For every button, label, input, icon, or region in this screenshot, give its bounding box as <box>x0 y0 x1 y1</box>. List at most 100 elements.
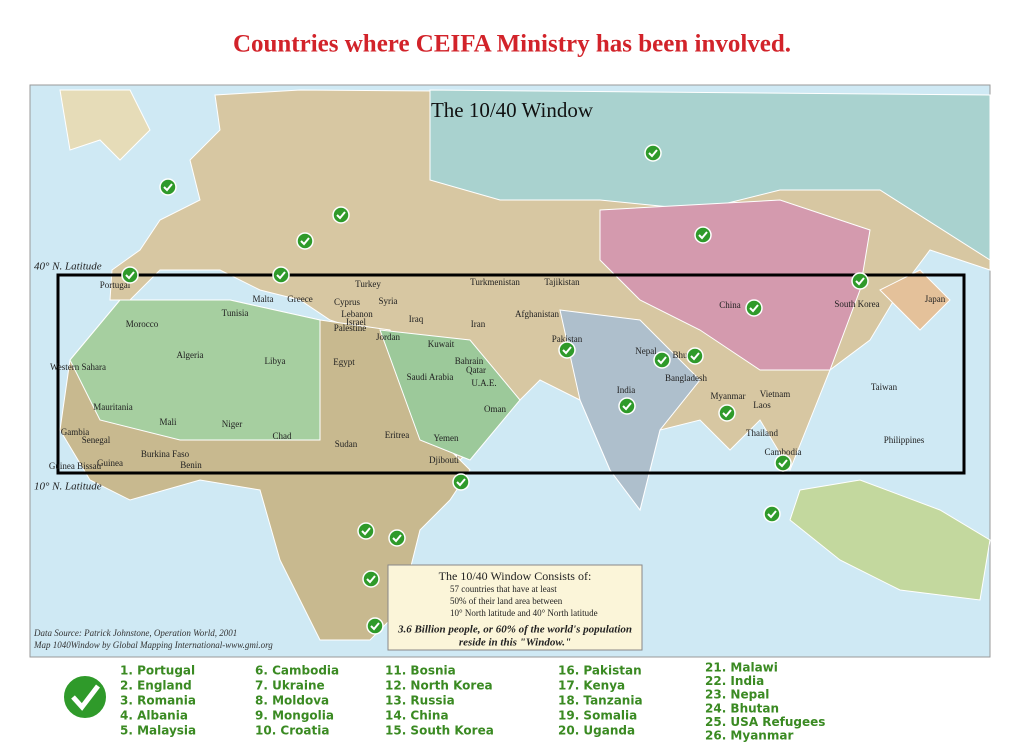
japan <box>879 269 951 331</box>
country-label: Palestine <box>334 323 367 333</box>
check-mark <box>722 409 732 418</box>
country-label: Greece <box>287 294 312 304</box>
info-text: The 10/40 Window Consists of: <box>439 569 592 583</box>
check-circle <box>763 505 781 523</box>
country-label: Turkey <box>355 279 381 289</box>
country-label: Burkina Faso <box>141 449 190 459</box>
legend-item: 19. Somalia <box>558 709 637 723</box>
country-label: Qatar <box>466 365 486 375</box>
country-label: Malta <box>253 294 274 304</box>
check-icon <box>452 473 470 491</box>
country-label: Morocco <box>126 319 159 329</box>
country-label: Israel <box>346 317 366 327</box>
check-mark <box>657 356 667 365</box>
check-icon <box>694 226 712 244</box>
country-label: Bhu <box>672 350 688 360</box>
check-mark <box>855 277 865 286</box>
check-mark <box>698 231 708 240</box>
country-label: Philippines <box>884 435 925 445</box>
country-label: Taiwan <box>871 382 898 392</box>
legend-item: 1. Portugal <box>120 664 195 678</box>
country-label: Laos <box>753 400 771 410</box>
check-mark <box>361 527 371 536</box>
check-icon <box>121 266 139 284</box>
check-mark <box>300 237 310 246</box>
check-circle <box>718 404 736 422</box>
info-text: reside in this "Window." <box>459 637 571 649</box>
country-label: Benin <box>180 460 202 470</box>
check-mark <box>622 402 632 411</box>
legend-item: 9. Mongolia <box>255 709 334 723</box>
check-circle <box>686 347 704 365</box>
check-circle <box>366 617 384 635</box>
source-text: Data Source: Patrick Johnstone, Operatio… <box>33 628 237 638</box>
country-label: Mali <box>160 417 177 427</box>
check-icon <box>653 351 671 369</box>
country-label: Cambodia <box>765 447 802 457</box>
country-label: Guinea Bissau <box>49 461 102 471</box>
map: The 10/40 Window 40° N. Latitude 10° N. … <box>29 84 991 658</box>
country-label: Cyprus <box>334 297 361 307</box>
legend-item: 16. Pakistan <box>558 664 642 678</box>
country-label: Portugal <box>100 280 131 290</box>
country-label: U.A.E. <box>471 378 496 388</box>
legend-item: 22. India <box>705 674 764 688</box>
north-africa <box>69 299 321 441</box>
country-label: South Korea <box>834 299 879 309</box>
country-label: Lebanon <box>341 309 373 319</box>
country-label: Yemen <box>433 433 459 443</box>
country-label: China <box>719 300 741 310</box>
check-icon <box>366 617 384 635</box>
legend-item: 21. Malawi <box>705 661 778 675</box>
check-circle <box>558 341 576 359</box>
country-label: Vietnam <box>760 389 790 399</box>
info-text: 3.6 Billion people, or 60% of the world'… <box>397 624 632 636</box>
country-label: Iran <box>471 319 486 329</box>
country-label: India <box>617 385 636 395</box>
country-label: Egypt <box>333 357 355 367</box>
check-mark <box>336 211 346 220</box>
legend-item: 25. USA Refugees <box>705 715 825 729</box>
check-circle <box>653 351 671 369</box>
check-circle <box>159 178 177 196</box>
indonesia <box>789 479 991 601</box>
legend-item: 20. Uganda <box>558 724 635 738</box>
check-mark <box>163 183 173 192</box>
window-box <box>56 273 966 475</box>
check-mark <box>562 346 572 355</box>
check-circle <box>121 266 139 284</box>
check-circle <box>694 226 712 244</box>
check-icon <box>558 341 576 359</box>
check-icon <box>644 144 662 162</box>
legend-item: 2. England <box>120 679 192 693</box>
country-label: Tajikistan <box>544 277 580 287</box>
check-icon <box>296 232 314 250</box>
legend-item: 10. Croatia <box>255 724 329 738</box>
check-circle <box>644 144 662 162</box>
country-label: Algeria <box>177 350 204 360</box>
legend-item: 8. Moldova <box>255 694 329 708</box>
check-icon <box>272 266 290 284</box>
info-box <box>387 564 643 651</box>
country-label: Chad <box>273 431 292 441</box>
country-label: Turkmenistan <box>470 277 520 287</box>
latitude-label: 40° N. Latitude <box>34 261 102 273</box>
country-label: Bahrain <box>455 356 484 366</box>
country-label: Syria <box>379 296 398 306</box>
country-label: Bangladesh <box>665 373 707 383</box>
info-text: 50% of their land area between <box>450 596 563 606</box>
legend-item: 17. Kenya <box>558 679 625 693</box>
russia <box>429 89 991 261</box>
country-label: Myanmar <box>711 391 746 401</box>
check-icon <box>745 299 763 317</box>
country-label: Afghanistan <box>515 309 559 319</box>
legend-item: 26. Myanmar <box>705 729 793 743</box>
map-title: The 10/40 Window <box>431 98 594 122</box>
check-circle <box>296 232 314 250</box>
check-mark <box>276 271 286 280</box>
check-icon <box>618 397 636 415</box>
check-mark <box>690 352 700 361</box>
legend-item: 18. Tanzania <box>558 694 643 708</box>
legend-item: 23. Nepal <box>705 688 769 702</box>
